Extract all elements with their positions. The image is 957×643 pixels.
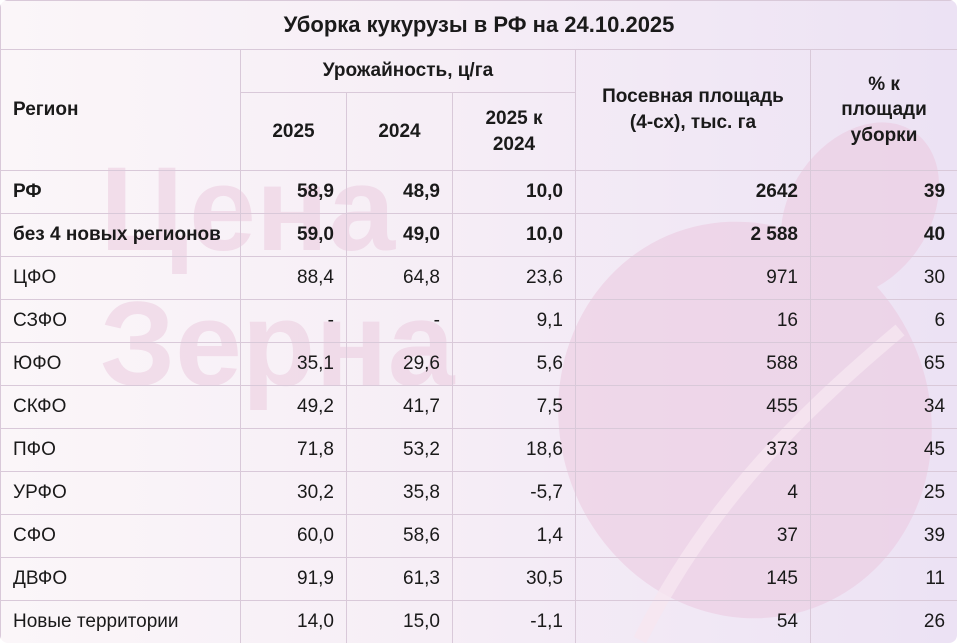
cell-harvest-percent: 40	[809, 213, 957, 257]
cell-yield-diff: 10,0	[452, 170, 576, 214]
cell-sown-area: 971	[575, 256, 811, 300]
cell-harvest-percent: 11	[809, 557, 957, 601]
table-row: УРФО 30,2 35,8 -5,7 4 25	[0, 471, 957, 515]
cell-harvest-percent: 34	[809, 385, 957, 429]
cell-yield-2024: 29,6	[346, 342, 453, 386]
cell-region: ЦФО	[0, 256, 241, 300]
cell-yield-diff: 1,4	[452, 514, 576, 558]
cell-yield-2025: 35,1	[240, 342, 347, 386]
cell-yield-2025: 60,0	[240, 514, 347, 558]
cell-region: ЮФО	[0, 342, 241, 386]
cell-sown-area: 455	[575, 385, 811, 429]
cell-yield-2025: 91,9	[240, 557, 347, 601]
cell-yield-diff: 23,6	[452, 256, 576, 300]
table-row: ЦФО 88,4 64,8 23,6 971 30	[0, 256, 957, 300]
cell-yield-diff: 30,5	[452, 557, 576, 601]
cell-yield-2024: 64,8	[346, 256, 453, 300]
header-sown-area: Посевная площадь (4-сх), тыс. га	[575, 49, 811, 171]
cell-harvest-percent: 6	[809, 299, 957, 343]
cell-yield-2025: 71,8	[240, 428, 347, 472]
header-region: Регион	[0, 49, 241, 171]
cell-sown-area: 145	[575, 557, 811, 601]
table-row: СКФО 49,2 41,7 7,5 455 34	[0, 385, 957, 429]
cell-sown-area: 2642	[575, 170, 811, 214]
cell-region: СКФО	[0, 385, 241, 429]
cell-region: УРФО	[0, 471, 241, 515]
cell-yield-diff: 18,6	[452, 428, 576, 472]
cell-yield-2024: 35,8	[346, 471, 453, 515]
cell-harvest-percent: 39	[809, 170, 957, 214]
cell-sown-area: 54	[575, 600, 811, 643]
cell-yield-2025: 49,2	[240, 385, 347, 429]
cell-yield-diff: -1,1	[452, 600, 576, 643]
cell-sown-area: 2 588	[575, 213, 811, 257]
table-row: СЗФО - -9,1 16 6	[0, 299, 957, 343]
cell-yield-2024: 58,6	[346, 514, 453, 558]
table-title: Уборка кукурузы в РФ на 24.10.2025	[0, 0, 957, 50]
cell-yield-2024: 41,7	[346, 385, 453, 429]
cell-harvest-percent: 45	[809, 428, 957, 472]
table-row: ПФО 71,8 53,2 18,6 373 45	[0, 428, 957, 472]
header-yield-2025: 2025	[240, 92, 347, 171]
cell-harvest-percent: 25	[809, 471, 957, 515]
header-harvest-percent: % к площади уборки	[809, 49, 957, 171]
cell-region: ПФО	[0, 428, 241, 472]
cell-yield-2024: 61,3	[346, 557, 453, 601]
cell-yield-diff: -5,7	[452, 471, 576, 515]
cell-yield-2025: 88,4	[240, 256, 347, 300]
cell-sown-area: 373	[575, 428, 811, 472]
table-row: ДВФО 91,9 61,3 30,5 145 11	[0, 557, 957, 601]
cell-yield-2025: -	[240, 299, 347, 343]
table-row: Новые территории 14,0 15,0 -1,1 54 26	[0, 600, 957, 643]
cell-sown-area: 4	[575, 471, 811, 515]
cell-yield-2024: 49,0	[346, 213, 453, 257]
cell-region: без 4 новых регионов	[0, 213, 241, 257]
cell-region: РФ	[0, 170, 241, 214]
cell-yield-2024: 15,0	[346, 600, 453, 643]
cell-yield-diff: 5,6	[452, 342, 576, 386]
cell-yield-2024: -	[346, 299, 453, 343]
cell-region: ДВФО	[0, 557, 241, 601]
cell-harvest-percent: 65	[809, 342, 957, 386]
cell-harvest-percent: 30	[809, 256, 957, 300]
cell-sown-area: 16	[575, 299, 811, 343]
cell-harvest-percent: 39	[809, 514, 957, 558]
cell-yield-2024: 48,9	[346, 170, 453, 214]
table-row: без 4 новых регионов 59,0 49,0 10,0 2 588 40	[0, 213, 957, 257]
cell-region: СЗФО	[0, 299, 241, 343]
header-yield-2024: 2024	[346, 92, 453, 171]
cell-yield-diff: 9,1	[452, 299, 576, 343]
cell-sown-area: 588	[575, 342, 811, 386]
cell-yield-2025: 59,0	[240, 213, 347, 257]
cell-yield-diff: 7,5	[452, 385, 576, 429]
cell-harvest-percent: 26	[809, 600, 957, 643]
table-row: ЮФО 35,1 29,6 5,6 588 65	[0, 342, 957, 386]
header-yield-group: Урожайность, ц/га	[240, 49, 576, 93]
cell-sown-area: 37	[575, 514, 811, 558]
cell-yield-2025: 14,0	[240, 600, 347, 643]
cell-yield-2025: 58,9	[240, 170, 347, 214]
cell-yield-2025: 30,2	[240, 471, 347, 515]
header-yield-diff: 2025 к 2024	[452, 92, 576, 171]
cell-region: СФО	[0, 514, 241, 558]
cell-yield-2024: 53,2	[346, 428, 453, 472]
table-row: СФО 60,0 58,6 1,4 37 39	[0, 514, 957, 558]
table-row: РФ 58,9 48,9 10,0 2642 39	[0, 170, 957, 214]
cell-region: Новые территории	[0, 600, 241, 643]
cell-yield-diff: 10,0	[452, 213, 576, 257]
